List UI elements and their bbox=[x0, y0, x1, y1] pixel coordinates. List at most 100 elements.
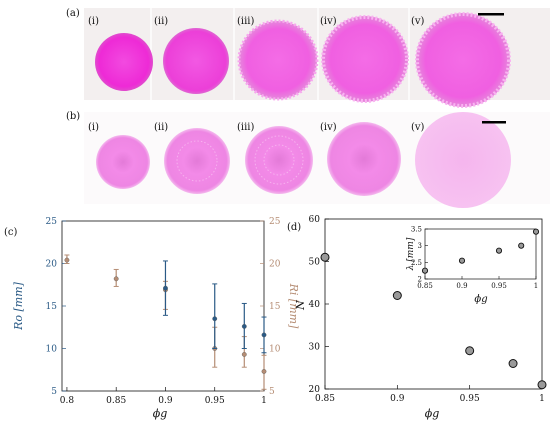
droplet-b-i bbox=[96, 135, 150, 189]
panel-b-sublabel-ii: (ii) bbox=[154, 122, 168, 133]
lambda-point bbox=[421, 267, 429, 274]
panel-a-label: (a) bbox=[66, 8, 80, 19]
droplet-b-ii bbox=[164, 128, 230, 194]
panel-d-xlabel: ϕg bbox=[425, 407, 440, 420]
panel-a-sublabel-ii: (ii) bbox=[154, 16, 168, 27]
x-tick-label: 0.9 bbox=[158, 396, 173, 406]
panel-c-ylabel-left: Ro [mm] bbox=[12, 281, 25, 331]
panel-c-label: (c) bbox=[4, 227, 18, 238]
panel-b-label: (b) bbox=[66, 111, 80, 122]
panel-b: (b) (i) (ii) (iii) (iv) (v) bbox=[66, 111, 550, 208]
ri-series-point bbox=[261, 369, 267, 374]
panel-a-divider bbox=[317, 8, 319, 100]
droplet-a-iv bbox=[322, 16, 408, 102]
n-point bbox=[508, 359, 518, 368]
inset-y-tick-label: 2.5 bbox=[411, 259, 422, 267]
y-tick-label: 50 bbox=[309, 258, 321, 268]
inset-x-tick-label: 0.95 bbox=[491, 282, 507, 290]
panel-a-sublabel-v: (v) bbox=[411, 16, 425, 27]
x-tick-label: 1 bbox=[261, 396, 267, 406]
ri-series-point bbox=[64, 257, 70, 263]
droplet-a-iv-fingers bbox=[321, 15, 409, 103]
y-tick-label-left: 10 bbox=[46, 345, 58, 355]
n-point bbox=[392, 291, 402, 300]
panel-b-sublabel-i: (i) bbox=[88, 122, 99, 133]
droplet-b-iii-ring bbox=[254, 135, 304, 185]
lambda-point bbox=[458, 257, 466, 264]
lambda-point bbox=[518, 242, 525, 249]
droplet-a-iii-fingers bbox=[237, 19, 319, 101]
y-tick-label: 40 bbox=[309, 300, 321, 310]
inset-x-tick-label: 0.9 bbox=[456, 282, 467, 290]
ri-series-point bbox=[113, 276, 119, 282]
n-point bbox=[465, 346, 475, 356]
panel-d-ylabel: N bbox=[294, 300, 307, 311]
inset-x-tick-label: 0.85 bbox=[417, 282, 433, 290]
panel-a-sublabel-i: (i) bbox=[88, 16, 99, 27]
droplet-b-iv bbox=[327, 122, 401, 196]
y-tick-label-right: 20 bbox=[269, 260, 281, 270]
droplet-a-v bbox=[416, 13, 510, 107]
lambda-point bbox=[495, 247, 503, 254]
y-tick-label-right: 25 bbox=[269, 217, 281, 227]
inset-y-tick-label: 3.5 bbox=[411, 226, 422, 234]
scale-bar-b bbox=[482, 121, 506, 124]
y-tick-label: 60 bbox=[309, 215, 321, 225]
x-tick-label: 1 bbox=[539, 394, 545, 404]
panel-d-ticks: 0.85 0.9 0.95 1 20 30 40 50 60 0.85 0.9 0.95 1 2 2.5 3 3… bbox=[309, 215, 545, 404]
x-tick-label: 0.95 bbox=[205, 396, 225, 406]
x-tick-label: 0.95 bbox=[460, 394, 480, 404]
panel-a-divider bbox=[233, 8, 235, 100]
panel-a-sublabel-iii: (iii) bbox=[237, 16, 254, 27]
panel-d-label: (d) bbox=[287, 222, 301, 233]
droplet-b-ii-ring bbox=[176, 140, 218, 182]
ri-series-point bbox=[241, 352, 247, 357]
panel-c-ylabel-right: Ri [mm] bbox=[287, 283, 300, 329]
panel-a-sublabel-iv: (iv) bbox=[320, 16, 337, 27]
y-tick-label-left: 20 bbox=[46, 260, 58, 270]
y-tick-label-right: 5 bbox=[269, 387, 275, 397]
y-tick-label-right: 15 bbox=[269, 302, 281, 312]
droplet-a-ii bbox=[163, 28, 229, 94]
panel-d-chart: (d) ϕg N λ [mm] ϕg 0.85 0.9 0.95 1 20 30 40 50 6… bbox=[287, 215, 547, 420]
inset-y-tick-label: 3 bbox=[418, 242, 422, 250]
lambda-point bbox=[532, 228, 540, 235]
panel-c-chart: (c) ϕg Ro [mm] Ri [mm] 0.8 0.85 0.9 0.95 151… bbox=[4, 217, 300, 420]
panel-a-divider bbox=[408, 8, 410, 100]
droplet-b-iii-ring bbox=[263, 144, 295, 176]
n-point bbox=[320, 252, 330, 262]
panel-c-xlabel: ϕg bbox=[153, 407, 168, 420]
y-tick-label-left: 25 bbox=[46, 217, 58, 227]
panel-d-inset-frame bbox=[424, 228, 537, 280]
x-tick-label: 0.9 bbox=[390, 394, 405, 404]
y-tick-label-left: 15 bbox=[46, 302, 58, 312]
ro-series-point bbox=[241, 323, 247, 329]
panel-c-marks bbox=[64, 254, 267, 390]
y-tick-label-left: 5 bbox=[51, 387, 57, 397]
panel-c-plot-frame bbox=[61, 220, 265, 392]
ro-series-point bbox=[212, 316, 218, 322]
droplet-a-iii bbox=[239, 21, 317, 99]
droplet-a-i bbox=[95, 33, 153, 91]
x-tick-label: 0.85 bbox=[106, 396, 126, 406]
panel-d-marks bbox=[320, 228, 547, 390]
droplet-a-v-fingers bbox=[415, 12, 511, 108]
x-tick-label: 0.8 bbox=[60, 396, 75, 406]
y-tick-label: 30 bbox=[309, 343, 321, 353]
panel-b-sublabel-iv: (iv) bbox=[320, 122, 337, 133]
inset-x-tick-label: 1 bbox=[534, 282, 538, 290]
panel-a: (a) (i) (ii) (iii) (iv) (v) bbox=[66, 8, 550, 108]
y-tick-label-right: 10 bbox=[269, 345, 281, 355]
droplet-b-v bbox=[415, 112, 511, 208]
ro-series-point bbox=[163, 285, 168, 291]
panel-d-inset-xlabel: ϕg bbox=[474, 294, 487, 305]
y-tick-label: 20 bbox=[309, 385, 321, 395]
panel-b-sublabel-v: (v) bbox=[411, 122, 425, 133]
scale-bar-a bbox=[478, 13, 504, 16]
panel-d-inset-ylabel: λ [mm] bbox=[406, 237, 416, 271]
inset-y-tick-label: 2 bbox=[418, 276, 422, 284]
panel-b-sublabel-iii: (iii) bbox=[237, 122, 254, 133]
ro-series-point bbox=[261, 332, 267, 338]
